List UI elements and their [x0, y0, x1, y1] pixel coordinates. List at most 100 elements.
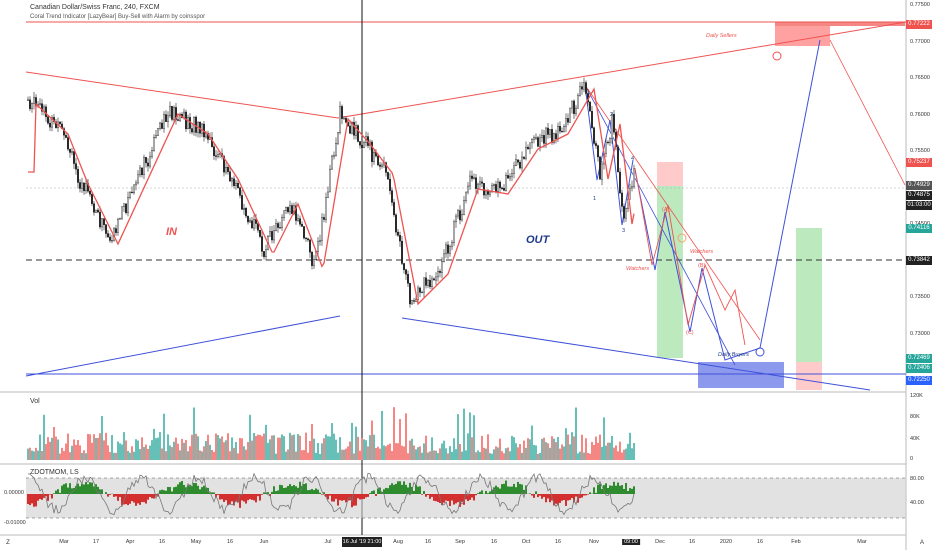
volume-bar — [375, 448, 377, 460]
volume-bar — [75, 444, 77, 460]
volume-bar — [507, 447, 509, 460]
volume-bar — [53, 427, 55, 460]
volume-bar — [319, 453, 321, 460]
candle-body — [74, 163, 77, 170]
osc-bar — [197, 485, 199, 494]
volume-bar — [87, 434, 89, 460]
downtrend-support-right[interactable] — [401, 317, 871, 391]
candle-body — [244, 208, 247, 217]
price-tick-label: 0.76000 — [910, 111, 930, 118]
osc-bar — [581, 494, 583, 498]
osc-bar — [205, 487, 207, 494]
projection-path-red[interactable] — [634, 167, 746, 346]
watchers-marker-circle[interactable] — [677, 233, 687, 243]
indicator-title[interactable]: Coral Trend Indicator [LazyBear] Buy-Sel… — [30, 14, 206, 20]
volume-bar — [583, 452, 585, 460]
candle-body — [611, 114, 614, 139]
short-stop-zone[interactable] — [657, 162, 683, 186]
daily-sellers-label[interactable]: Daily Sellers — [706, 33, 737, 39]
watchers-label-2[interactable]: Watchers — [690, 249, 714, 255]
volume-pane-label[interactable]: Vol — [30, 398, 40, 405]
volume-bar — [337, 452, 339, 460]
buy-marker-circle[interactable] — [755, 347, 765, 357]
osc-bar — [217, 494, 219, 495]
daily-buyers-label[interactable]: Daily Buyers — [718, 352, 749, 358]
candle-body — [339, 106, 342, 133]
zoom-button[interactable]: Z — [6, 540, 10, 546]
volume-bar — [323, 438, 325, 460]
channel-line-blue[interactable] — [584, 84, 736, 366]
osc-bar — [277, 490, 279, 494]
volume-bar — [275, 453, 277, 460]
candle-body — [285, 207, 288, 211]
candle-body — [176, 119, 179, 121]
long-stop-zone[interactable] — [796, 362, 822, 390]
volume-bar — [533, 444, 535, 460]
osc-bar — [391, 483, 393, 494]
osc-bar — [295, 486, 297, 494]
volume-bar — [531, 425, 533, 460]
downtrend-line-left[interactable] — [25, 71, 339, 119]
candle-body — [341, 106, 344, 119]
osc-bar — [569, 494, 571, 500]
candle-body — [303, 226, 306, 239]
price-tag: 0.73842 — [906, 256, 932, 265]
sell-marker-circle[interactable] — [772, 51, 782, 61]
price-tag: 0.72469 — [906, 354, 932, 363]
osc-bar — [519, 483, 521, 494]
projection-line-red[interactable] — [829, 39, 906, 186]
in-label[interactable]: IN — [166, 226, 177, 238]
time-tick-label: 16 — [158, 539, 166, 545]
candle-body — [509, 176, 512, 179]
candle-body — [51, 117, 54, 128]
volume-bar — [123, 432, 125, 460]
volume-bar — [207, 434, 209, 460]
candle-body — [232, 178, 235, 186]
candle-body — [429, 279, 432, 287]
uptrend-line-right[interactable] — [337, 21, 907, 119]
osc-bar — [413, 490, 415, 494]
volume-bar — [591, 442, 593, 460]
osc-bar — [263, 492, 265, 494]
daily-sellers-zone[interactable] — [775, 26, 830, 46]
volume-bar — [59, 453, 61, 460]
volume-bar — [213, 451, 215, 460]
osc-bar — [33, 494, 35, 507]
auto-scale-button[interactable]: A — [919, 540, 924, 546]
osc-bar — [55, 490, 57, 494]
osc-bar — [171, 491, 173, 494]
candle-body — [453, 221, 456, 243]
osc-bar — [495, 485, 497, 494]
watchers-label-1[interactable]: Watchers — [626, 266, 650, 272]
candle-body — [317, 241, 320, 252]
osc-bar — [39, 494, 41, 499]
volume-bar — [61, 447, 63, 460]
candle-body — [557, 126, 560, 140]
uptrend-support-left[interactable] — [25, 315, 341, 377]
projection-path-blue[interactable] — [634, 39, 821, 361]
volume-bar — [37, 450, 39, 460]
oscillator-pane-label[interactable]: ZDOTMOM, LS — [30, 469, 79, 476]
osc-bar — [389, 485, 391, 494]
volume-bar — [269, 439, 271, 460]
osc-bar — [119, 494, 121, 498]
osc-bar — [557, 494, 559, 506]
candle-body — [547, 127, 550, 135]
wave-count-path[interactable] — [584, 84, 634, 226]
osc-bar — [437, 494, 439, 502]
candle-body — [545, 127, 548, 144]
long-target-zone[interactable] — [796, 228, 822, 362]
candle-body — [144, 157, 147, 164]
osc-bar — [257, 494, 259, 497]
candle-body — [597, 145, 600, 158]
osc-bar — [209, 492, 211, 494]
osc-bar — [85, 482, 87, 494]
volume-bar — [285, 451, 287, 460]
volume-bar — [283, 436, 285, 460]
osc-bar — [323, 492, 325, 494]
out-label[interactable]: OUT — [526, 234, 550, 246]
volume-bar — [181, 438, 183, 460]
candle-body — [349, 125, 352, 134]
